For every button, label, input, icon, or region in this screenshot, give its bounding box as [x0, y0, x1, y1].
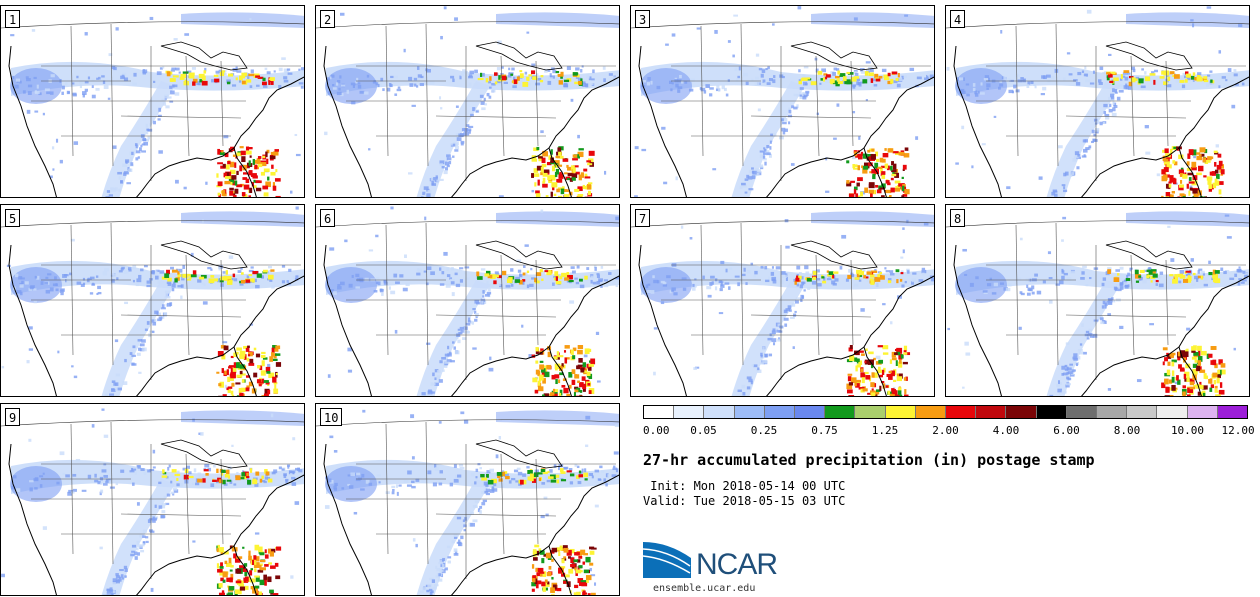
colorbar-tick-label: 0.25 — [750, 424, 778, 437]
panel-label: 1 — [5, 10, 21, 28]
colorbar-tick-label: 1.25 — [871, 424, 899, 437]
panel-6[interactable]: 6 — [315, 204, 620, 397]
precip-map — [631, 6, 934, 197]
valid-time: Valid: Tue 2018-05-15 03 UTC — [643, 494, 846, 508]
colorbar-swatch — [1157, 406, 1188, 418]
precip-map — [316, 409, 619, 595]
panel-1[interactable]: 1 — [0, 5, 305, 198]
chart-title: 27-hr accumulated precipitation (in) pos… — [643, 451, 1095, 469]
colorbar-swatch — [1217, 406, 1248, 418]
colorbar-swatch — [946, 406, 977, 418]
colorbar-swatch — [1036, 406, 1067, 418]
ensemble-url: ensemble.ucar.edu — [653, 583, 756, 594]
panel-10[interactable]: 10 — [315, 403, 620, 596]
ncar-logo-text: NCAR — [696, 548, 778, 581]
panel-3[interactable]: 3 — [630, 5, 935, 198]
time-info: Init: Mon 2018-05-14 00 UTC Valid: Tue 2… — [643, 479, 845, 509]
colorbar-swatch — [764, 406, 796, 418]
colorbar-tick-label: 0.00 — [643, 424, 670, 437]
colorbar-swatch — [1097, 406, 1128, 418]
colorbar-swatch — [704, 406, 735, 418]
colorbar-swatch — [885, 406, 916, 418]
colorbar-swatch — [1006, 406, 1037, 418]
colorbar-swatch — [915, 406, 947, 418]
panel-9[interactable]: 9 — [0, 403, 305, 596]
panel-label: 5 — [5, 209, 21, 227]
colorbar-swatch — [1187, 406, 1218, 418]
colorbar-swatch — [674, 406, 705, 418]
colorbar-swatch — [644, 406, 675, 418]
panel-label: 2 — [320, 10, 336, 28]
panel-label: 8 — [950, 209, 966, 227]
colorbar-swatch — [1127, 406, 1158, 418]
panel-2[interactable]: 2 — [315, 5, 620, 198]
init-time: Init: Mon 2018-05-14 00 UTC — [643, 479, 846, 493]
colorbar-tick-label: 10.00 — [1170, 424, 1205, 437]
colorbar-swatch — [1066, 406, 1098, 418]
precip-map — [946, 6, 1249, 197]
precip-map — [946, 211, 1249, 396]
colorbar-tick-label: 6.00 — [1053, 424, 1080, 437]
precip-map — [1, 408, 304, 595]
colorbar-swatch — [976, 406, 1007, 418]
colorbar-swatch — [855, 406, 886, 418]
colorbar-tick-label: 2.00 — [932, 424, 959, 437]
panel-label: 10 — [320, 408, 343, 426]
panel-label: 7 — [635, 209, 651, 227]
panel-label: 3 — [635, 10, 651, 28]
precip-colorbar — [643, 405, 1248, 419]
precip-map — [1, 12, 304, 197]
precip-map — [316, 206, 619, 396]
panel-label: 6 — [320, 209, 336, 227]
precip-map — [1, 206, 304, 396]
panel-4[interactable]: 4 — [945, 5, 1250, 198]
panel-5[interactable]: 5 — [0, 204, 305, 397]
colorbar-tick-label: 0.75 — [811, 424, 838, 437]
precip-map — [631, 211, 934, 396]
colorbar-tick-label: 4.00 — [992, 424, 1020, 437]
panel-8[interactable]: 8 — [945, 204, 1250, 397]
panel-label: 9 — [5, 408, 21, 426]
panel-label: 4 — [950, 10, 966, 28]
precip-map — [316, 6, 619, 197]
colorbar-swatch — [825, 406, 856, 418]
ncar-logo-icon — [643, 542, 691, 578]
colorbar-swatch — [734, 406, 765, 418]
colorbar-tick-label: 0.05 — [690, 424, 717, 437]
panel-7[interactable]: 7 — [630, 204, 935, 397]
colorbar-swatch — [795, 406, 826, 418]
colorbar-tick-label: 8.00 — [1113, 424, 1141, 437]
colorbar-tick-label: 12.00 — [1221, 424, 1255, 437]
